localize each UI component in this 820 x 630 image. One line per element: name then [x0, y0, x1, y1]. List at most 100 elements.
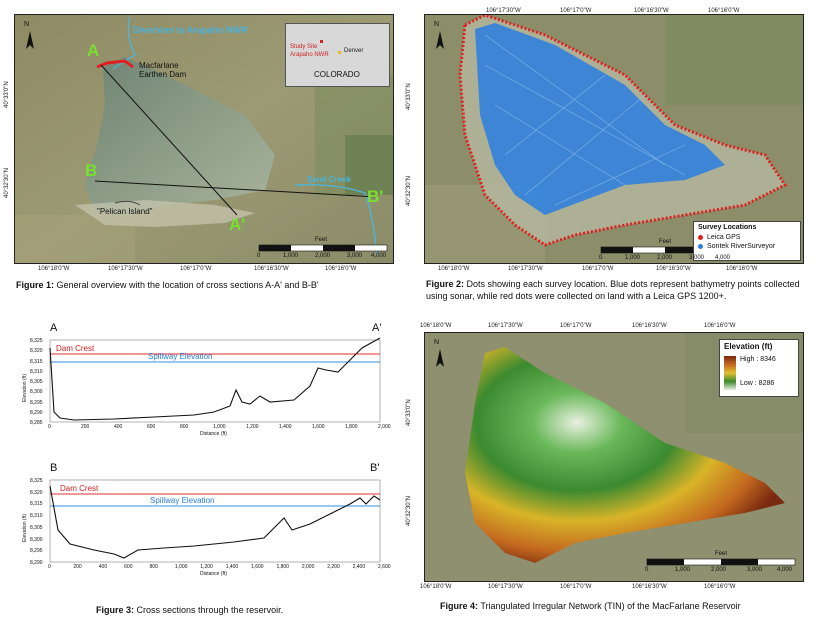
figure-4-map: N Elevation (ft) High : 8346 Low : 8286 … — [424, 332, 804, 582]
x-tick-label: 200 — [81, 424, 90, 430]
lat-label: 40°32'30"N — [406, 495, 412, 526]
x-tick-label: 400 — [98, 564, 108, 570]
scale-tick: 0 — [257, 253, 261, 259]
x-tick-label: 200 — [73, 564, 82, 570]
scale-tick: 1,000 — [675, 567, 691, 573]
lon-label: 106°17'30"W — [108, 266, 143, 272]
figure-2-caption: Figure 2: Dots showing each survey locat… — [426, 279, 800, 301]
y-tick-label: 8,310 — [30, 368, 43, 375]
scale-unit-fig2: Feet — [659, 239, 672, 245]
denver-marker — [338, 51, 341, 54]
y-axis-label: Elevation (ft) — [22, 373, 28, 402]
lon-label: 106°17'0"W — [560, 584, 592, 590]
y-tick-label: 8,290 — [30, 560, 43, 566]
y-tick-label: 8,305 — [30, 524, 43, 531]
top-lon-label: 106°16'0"W — [708, 8, 740, 14]
x-tick-label: 2,400 — [352, 564, 366, 570]
top-lon-label: 106°17'30"W — [486, 8, 521, 14]
elevation-ramp — [724, 356, 736, 390]
scale-tick: 4,000 — [715, 255, 731, 261]
figure-3-caption: Figure 3: Cross sections through the res… — [96, 605, 284, 615]
cross-section-a: A A' Dam Crest Spillway Elevation Elevat… — [14, 320, 394, 440]
inset-state: COLORADO — [314, 70, 360, 79]
inset-denver: Denver — [344, 48, 364, 54]
legend-low: Low : 8286 — [740, 380, 775, 387]
section-left-label: B — [50, 462, 58, 474]
legend-swatch — [698, 235, 703, 240]
y-tick-label: 8,300 — [30, 536, 43, 543]
lat-label: 40°33'0"N — [406, 83, 412, 110]
point-b-prime: B' — [367, 187, 384, 206]
figure-2-map: N Survey Locations Leica GPS Sontek Rive… — [424, 14, 804, 264]
scale-tick: 1,000 — [625, 255, 641, 261]
x-tick-label: 600 — [147, 424, 156, 430]
dam-crest-label: Dam Crest — [60, 484, 99, 493]
x-axis-label: Distance (ft) — [200, 431, 227, 437]
top-lon-label: 106°16'0"W — [704, 323, 736, 329]
top-lon-label: 106°16'30"W — [632, 323, 667, 329]
lon-label: 106°16'0"W — [704, 584, 736, 590]
lon-label: 106°18'0"W — [438, 266, 470, 272]
lat-label: 40°32'30"N — [406, 175, 412, 206]
top-lon-label: 106°17'0"W — [560, 323, 592, 329]
x-tick-label: 1,400 — [225, 564, 239, 570]
x-tick-label: 1,400 — [279, 424, 292, 430]
y-tick-label: 8,300 — [30, 389, 43, 396]
x-tick-label: 2,200 — [327, 564, 340, 570]
x-tick-label: 1,200 — [246, 424, 259, 430]
x-tick-label: 2,600 — [378, 564, 391, 570]
figure-1-map: Study Site Arapaho NWR Denver COLORADO N… — [14, 14, 394, 264]
scale-tick: 3,000 — [347, 253, 363, 259]
legend-title: Elevation (ft) — [724, 342, 773, 351]
scale-tick: 2,000 — [657, 255, 673, 261]
scale-tick: 0 — [599, 255, 603, 261]
x-tick-label: 1,200 — [200, 564, 213, 570]
y-tick-label: 8,320 — [30, 489, 43, 496]
top-lon-label: 106°18'0"W — [420, 323, 452, 329]
figure-4-caption: Figure 4: Triangulated Irregular Network… — [440, 601, 741, 611]
y-tick-label: 8,295 — [30, 399, 43, 406]
inset-arapaho: Arapaho NWR — [290, 52, 329, 58]
y-tick-label: 8,325 — [30, 478, 43, 484]
y-tick-label: 8,305 — [30, 379, 43, 385]
lon-label: 106°17'0"W — [180, 266, 212, 272]
cross-section-b: B B' Dam Crest Spillway Elevation Elevat… — [14, 460, 394, 580]
spillway-label: Spillway Elevation — [150, 496, 215, 505]
section-left-label: A — [50, 322, 58, 334]
diversion-label: Diversion to Arapaho NWR — [133, 25, 248, 35]
inset-study-site: Study Site — [290, 44, 318, 50]
point-a: A — [87, 41, 100, 60]
x-tick-label: 1,800 — [276, 564, 289, 570]
elevation-legend: Elevation (ft) High : 8346 Low : 8286 — [719, 339, 799, 397]
y-tick-label: 8,320 — [30, 348, 43, 355]
north-label-fig2: N — [434, 21, 440, 28]
y-tick-label: 8,290 — [30, 409, 43, 416]
lon-label: 106°16'30"W — [254, 266, 289, 272]
island-label: "Pelican Island" — [97, 207, 153, 216]
point-a-prime: A' — [229, 215, 246, 234]
lon-label: 106°16'0"W — [726, 266, 758, 272]
x-tick-label: 1,600 — [312, 424, 325, 430]
scale-tick: 0 — [645, 567, 649, 573]
dam-crest-label: Dam Crest — [56, 344, 95, 353]
x-tick-label: 2,000 — [378, 424, 391, 430]
x-tick-label: 1,000 — [213, 424, 226, 430]
scale-tick: 2,000 — [315, 253, 331, 259]
x-tick-label: 800 — [180, 424, 189, 430]
x-tick-label: 1,800 — [345, 424, 358, 430]
scale-tick: 3,000 — [747, 567, 763, 573]
scale-unit-fig1: Feet — [315, 237, 328, 243]
scale-tick: 2,000 — [711, 567, 727, 573]
y-tick-label: 8,325 — [30, 338, 43, 344]
y-tick-label: 8,295 — [30, 548, 43, 555]
lon-label: 106°18'0"W — [38, 266, 70, 272]
x-axis-label: Distance (ft) — [200, 571, 227, 577]
y-tick-label: 8,285 — [30, 420, 43, 426]
lon-label: 106°16'30"W — [656, 266, 691, 272]
x-tick-label: 2,000 — [301, 564, 315, 570]
y-axis-label: Elevation (ft) — [22, 513, 28, 542]
top-lon-label: 106°16'30"W — [634, 8, 669, 14]
lat-label: 40°33'0"N — [406, 399, 412, 426]
x-tick-label: 0 — [48, 424, 51, 430]
scale-unit-fig4: Feet — [715, 551, 728, 557]
